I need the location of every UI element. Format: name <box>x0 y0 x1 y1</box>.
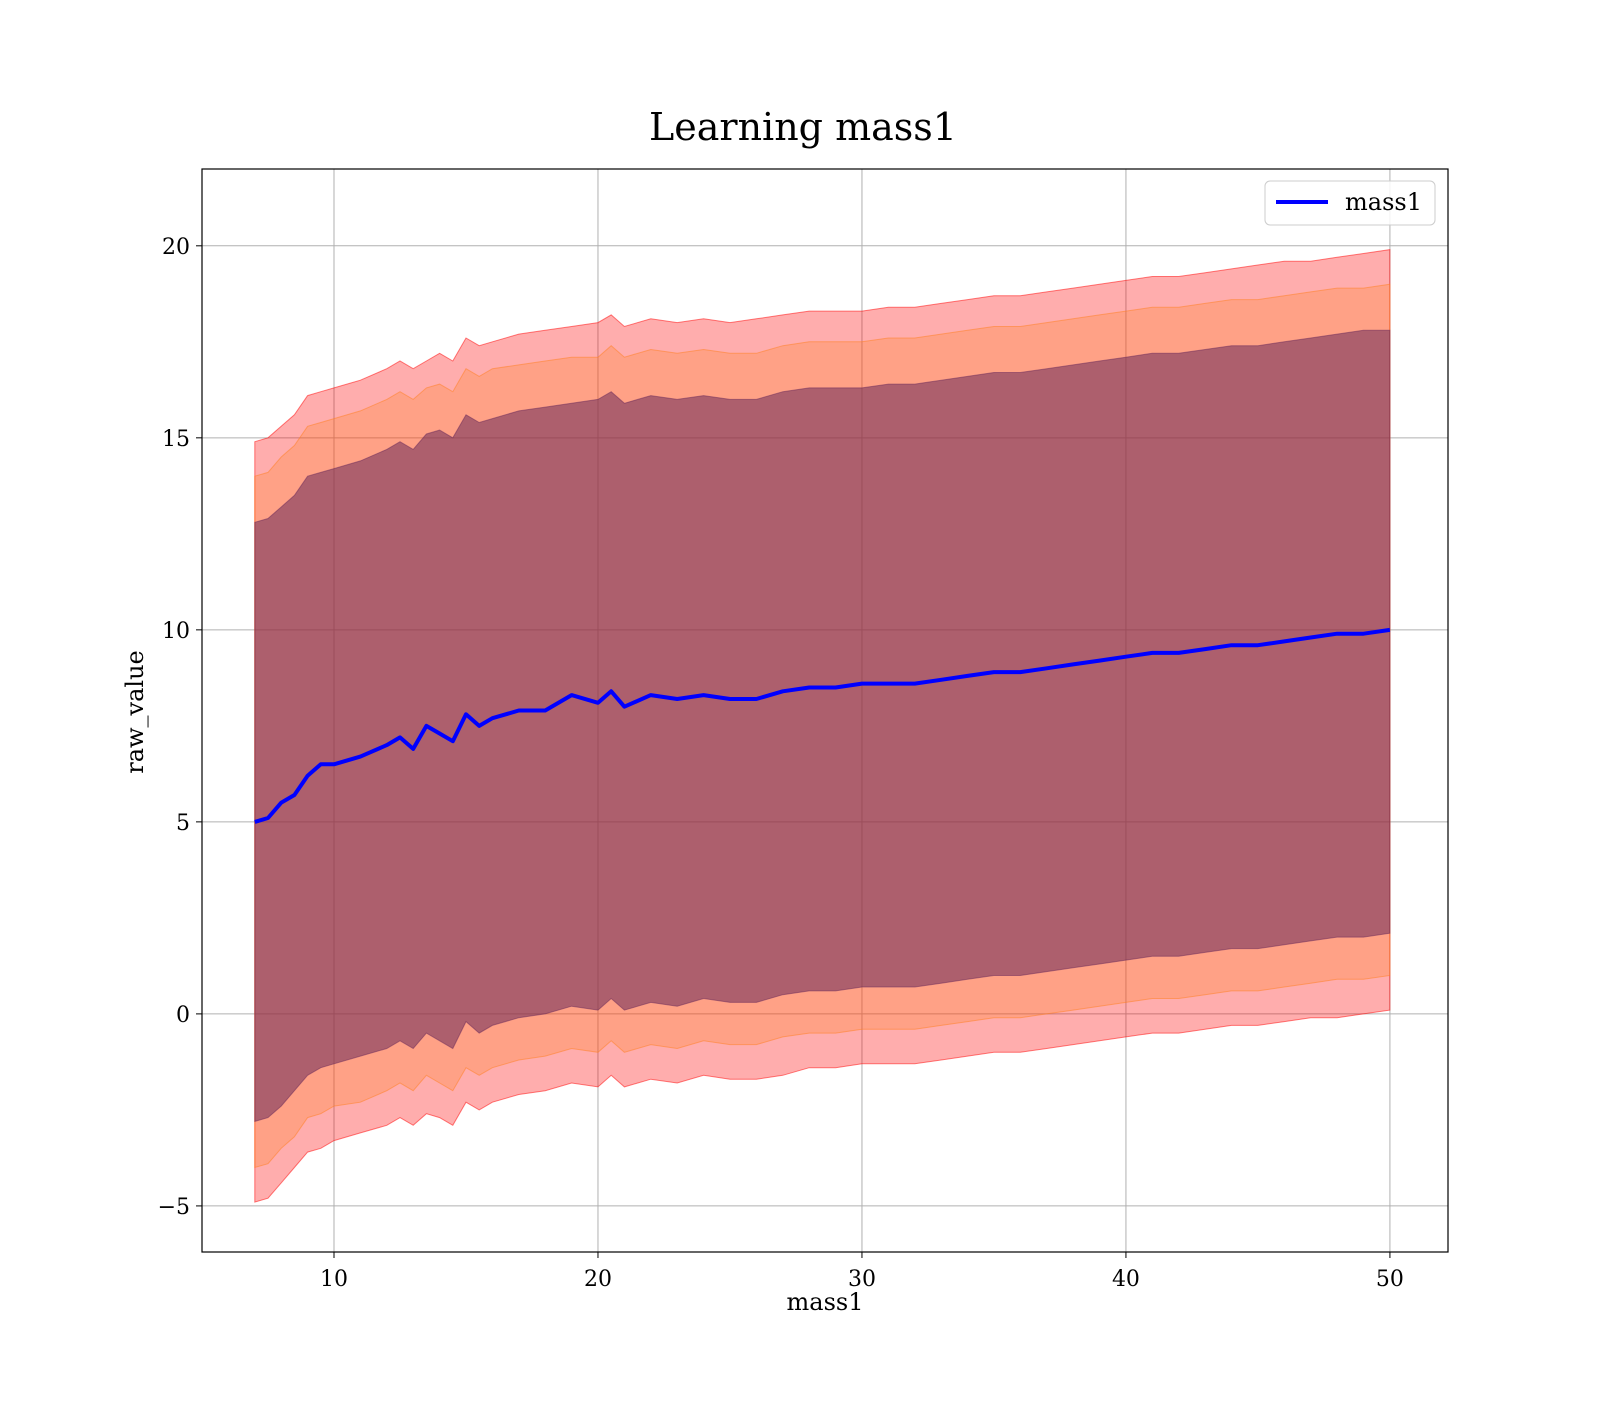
x-tick-label: 50 <box>1376 1267 1404 1292</box>
plot-area <box>202 169 1448 1252</box>
chart-title: Learning mass1 <box>649 105 957 149</box>
y-tick-label: 15 <box>162 427 190 452</box>
y-tick-label: −5 <box>158 1195 190 1220</box>
confidence-band-2 <box>254 329 1391 1123</box>
legend-box <box>1264 180 1436 226</box>
x-tick-label: 10 <box>320 1267 348 1292</box>
y-tick-label: 20 <box>162 235 190 260</box>
axis-ticks: 10 20 30 40 50 −5 0 5 10 15 20 <box>158 235 1404 1292</box>
x-tick-label: 30 <box>848 1267 876 1292</box>
y-tick-label: 0 <box>176 1003 190 1028</box>
legend: mass1 <box>1264 180 1436 226</box>
x-axis-label: mass1 <box>787 1288 864 1316</box>
axes-frame <box>201 168 1449 1253</box>
series-line-mass1 <box>254 627 1391 824</box>
y-tick-label: 10 <box>162 619 190 644</box>
x-tick-label: 20 <box>584 1267 612 1292</box>
y-tick-label: 5 <box>176 811 190 836</box>
legend-label-mass1: mass1 <box>1345 188 1422 216</box>
y-axis-label: raw_value <box>121 650 149 774</box>
x-tick-label: 40 <box>1112 1267 1140 1292</box>
